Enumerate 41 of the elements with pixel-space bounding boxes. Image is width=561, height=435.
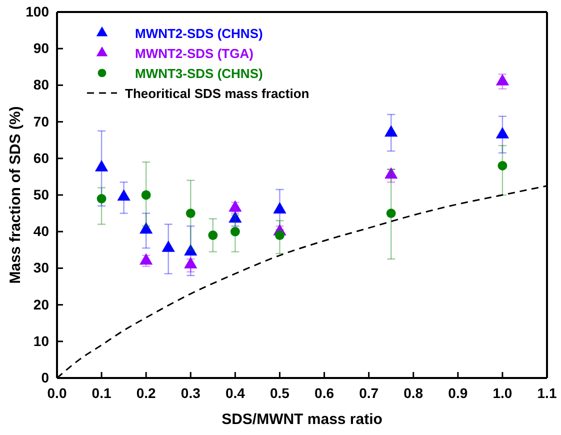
point bbox=[273, 202, 286, 214]
x-tick-label: 0.5 bbox=[270, 384, 290, 401]
x-tick-label: 0.0 bbox=[47, 384, 67, 401]
legend-label: MWNT3-SDS (CHNS) bbox=[135, 66, 263, 81]
y-tick-label: 70 bbox=[33, 113, 50, 130]
point bbox=[184, 244, 198, 256]
x-tick-label: 1.1 bbox=[537, 384, 557, 401]
x-tick-label: 0.8 bbox=[404, 384, 424, 401]
point bbox=[117, 189, 130, 201]
legend-label: Theoritical SDS mass fraction bbox=[125, 86, 310, 101]
x-tick-label: 1.0 bbox=[492, 384, 512, 401]
x-tick-label: 0.9 bbox=[448, 384, 468, 401]
legend-label: MWNT2-SDS (CHNS) bbox=[135, 26, 263, 41]
x-tick-label: 0.4 bbox=[225, 384, 246, 401]
point bbox=[228, 211, 242, 223]
y-tick-label: 60 bbox=[33, 150, 50, 166]
legend-label: MWNT2-SDS (TGA) bbox=[135, 46, 254, 61]
point bbox=[384, 167, 398, 179]
x-tick-label: 0.7 bbox=[359, 384, 379, 401]
y-tick-label: 0 bbox=[41, 369, 50, 386]
point bbox=[496, 74, 510, 86]
y-tick-label: 10 bbox=[33, 332, 50, 349]
y-tick-label: 100 bbox=[26, 3, 50, 20]
point bbox=[184, 256, 198, 268]
point bbox=[496, 127, 510, 138]
y-tick-label: 90 bbox=[33, 40, 50, 56]
point bbox=[384, 125, 398, 137]
x-tick-label: 0.6 bbox=[314, 384, 334, 401]
y-tick-label: 20 bbox=[33, 296, 50, 312]
point bbox=[162, 240, 175, 252]
x-tick-label: 0.2 bbox=[136, 384, 156, 401]
y-tick-label: 30 bbox=[33, 260, 50, 276]
point bbox=[140, 222, 153, 234]
y-axis-title: Mass fraction of SDS (%) bbox=[7, 106, 24, 284]
x-tick-label: 0.3 bbox=[180, 384, 201, 401]
x-axis-title: SDS/MWNT mass ratio bbox=[222, 411, 382, 428]
y-tick-label: 50 bbox=[33, 186, 50, 202]
y-tick-label: 40 bbox=[33, 223, 50, 240]
y-tick-label: 80 bbox=[33, 76, 50, 93]
point bbox=[94, 160, 108, 172]
x-tick-label: 0.1 bbox=[92, 384, 112, 401]
